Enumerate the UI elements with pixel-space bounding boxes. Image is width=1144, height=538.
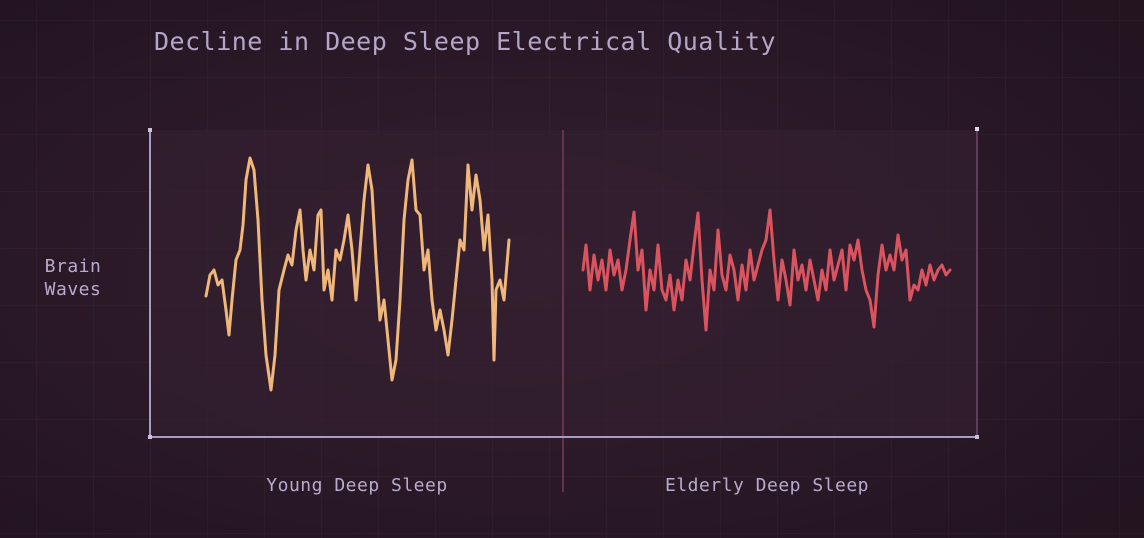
elderly-wave [581, 208, 952, 332]
y-label-line: Brain [45, 256, 102, 277]
young-wave [204, 156, 511, 392]
corner [148, 128, 152, 132]
y-label-line: Waves [45, 279, 102, 300]
corner [975, 435, 979, 439]
title: Decline in Deep Sleep Electrical Quality [154, 27, 776, 56]
corner [148, 435, 152, 439]
section-label: Young Deep Sleep [266, 475, 447, 496]
section-label: Elderly Deep Sleep [665, 475, 869, 496]
corner [975, 127, 979, 131]
